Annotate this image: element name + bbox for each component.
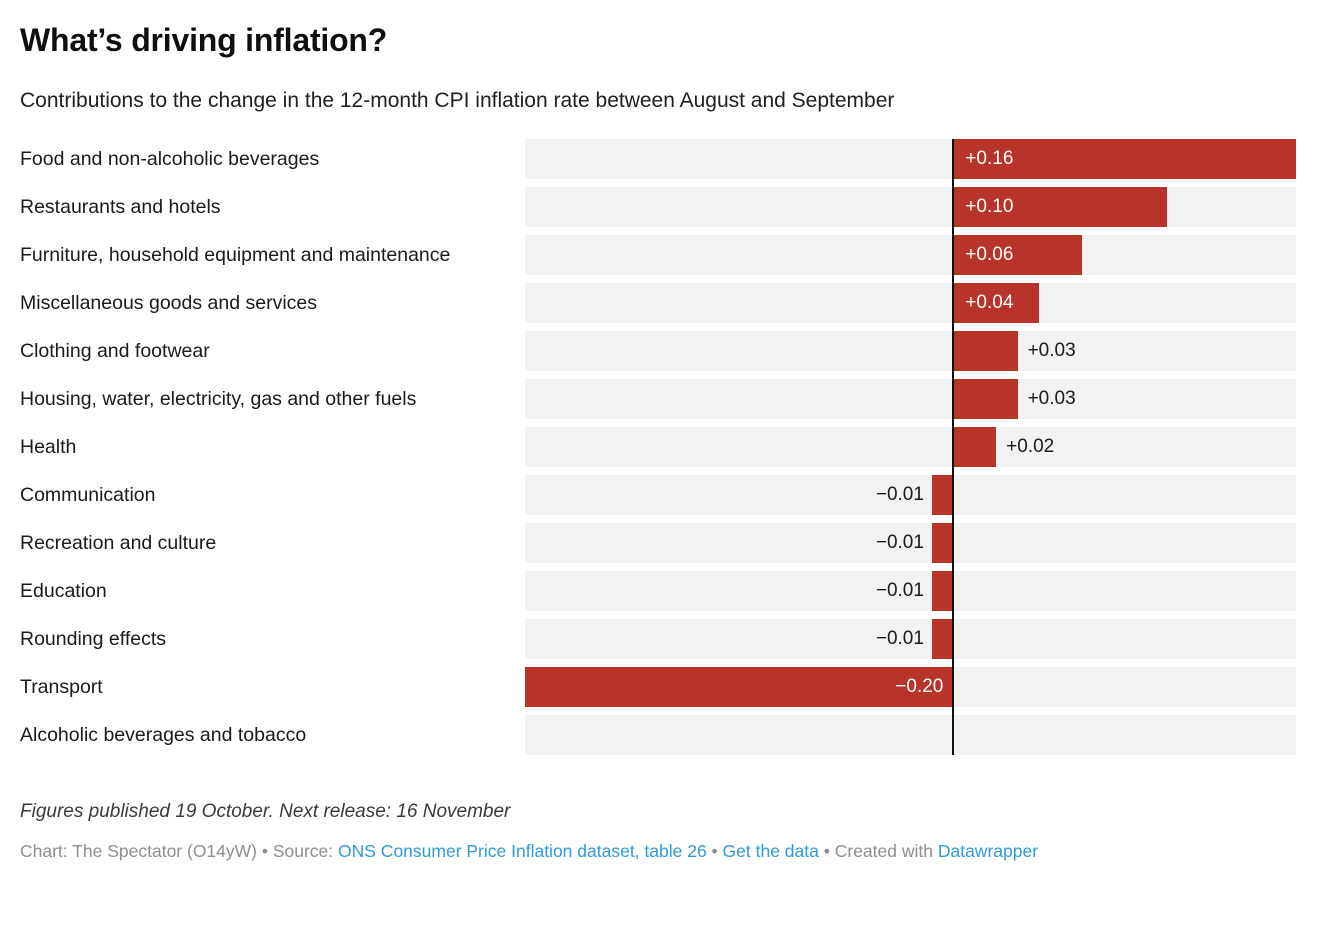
chart-row: Transport −0.20 [20, 667, 1296, 707]
zero-axis-line [952, 139, 955, 755]
row-label: Alcoholic beverages and tobacco [20, 723, 307, 746]
chart-subtitle: Contributions to the change in the 12-mo… [20, 89, 895, 112]
value-label: +0.02 [1006, 436, 1055, 457]
value-label: +0.16 [965, 148, 1014, 169]
value-label: +0.06 [965, 244, 1014, 265]
row-label: Health [20, 435, 77, 458]
bar [953, 427, 997, 467]
chart-row: Alcoholic beverages and tobacco [20, 715, 1296, 755]
bar-track: +0.16 [525, 139, 1296, 179]
value-label: +0.03 [1027, 340, 1076, 361]
bar-track: +0.03 [525, 331, 1296, 371]
byline-prefix: Chart: The Spectator (O14yW) • Source: [20, 841, 339, 861]
chart-row: Food and non-alcoholic beverages +0.16 [20, 139, 1296, 179]
bar [953, 235, 1082, 275]
row-label: Communication [20, 483, 156, 506]
chart-row: Education −0.01 [20, 571, 1296, 611]
bar-track: −0.01 [525, 571, 1296, 611]
bar-track: +0.02 [525, 427, 1296, 467]
row-label: Restaurants and hotels [20, 195, 221, 218]
byline: Chart: The Spectator (O14yW) • Source: O… [20, 839, 1296, 863]
chart-row: Rounding effects −0.01 [20, 619, 1296, 659]
bar-track: −0.20 [525, 667, 1296, 707]
value-label: −0.01 [875, 484, 924, 505]
row-label: Recreation and culture [20, 531, 217, 554]
bar-track: +0.10 [525, 187, 1296, 227]
chart-row: Clothing and footwear +0.03 [20, 331, 1296, 371]
row-label: Miscellaneous goods and services [20, 291, 317, 314]
chart-row: Recreation and culture −0.01 [20, 523, 1296, 563]
bar [931, 475, 954, 515]
value-label: −0.01 [875, 532, 924, 553]
bar-track [525, 715, 1296, 755]
row-label: Transport [20, 675, 103, 698]
bullet-separator: • [818, 841, 835, 861]
bar [525, 667, 954, 707]
bar [931, 571, 954, 611]
value-label: +0.10 [965, 196, 1014, 217]
chart-row: Restaurants and hotels +0.10 [20, 187, 1296, 227]
bar-track: −0.01 [525, 475, 1296, 515]
chart-row: Miscellaneous goods and services +0.04 [20, 283, 1296, 323]
bar [931, 619, 954, 659]
row-label: Furniture, household equipment and maint… [20, 243, 451, 266]
value-label: −0.01 [875, 628, 924, 649]
chart-row: Health +0.02 [20, 427, 1296, 467]
row-label: Housing, water, electricity, gas and oth… [20, 387, 417, 410]
row-label: Clothing and footwear [20, 339, 210, 362]
bar-track: −0.01 [525, 523, 1296, 563]
bullet-separator: • [706, 841, 723, 861]
row-label: Rounding effects [20, 627, 166, 650]
chart-row: Communication −0.01 [20, 475, 1296, 515]
bar-chart: Food and non-alcoholic beverages +0.16 Res… [20, 139, 1296, 755]
row-label: Education [20, 579, 107, 602]
bar [953, 283, 1039, 323]
bar-track: +0.03 [525, 379, 1296, 419]
footer-note: Figures published 19 October. Next relea… [20, 801, 511, 822]
bar [931, 523, 954, 563]
created-with-label: Created with [834, 841, 938, 861]
row-label: Food and non-alcoholic beverages [20, 147, 320, 170]
bar-track: +0.06 [525, 235, 1296, 275]
chart-row: Furniture, household equipment and maint… [20, 235, 1296, 275]
bar [953, 187, 1168, 227]
bar [953, 331, 1018, 371]
chart-row: Housing, water, electricity, gas and oth… [20, 379, 1296, 419]
page-title: What’s driving inflation? [20, 22, 388, 58]
bar [953, 379, 1018, 419]
value-label: +0.04 [965, 292, 1014, 313]
get-data-link[interactable]: Get the data [722, 841, 819, 861]
value-label: −0.20 [895, 676, 944, 697]
value-label: +0.03 [1027, 388, 1076, 409]
datawrapper-link[interactable]: Datawrapper [937, 841, 1039, 861]
bar [953, 139, 1296, 179]
value-label: −0.01 [875, 580, 924, 601]
bar-track: −0.01 [525, 619, 1296, 659]
bar-track: +0.04 [525, 283, 1296, 323]
source-link[interactable]: ONS Consumer Price Inflation dataset, ta… [338, 841, 707, 861]
